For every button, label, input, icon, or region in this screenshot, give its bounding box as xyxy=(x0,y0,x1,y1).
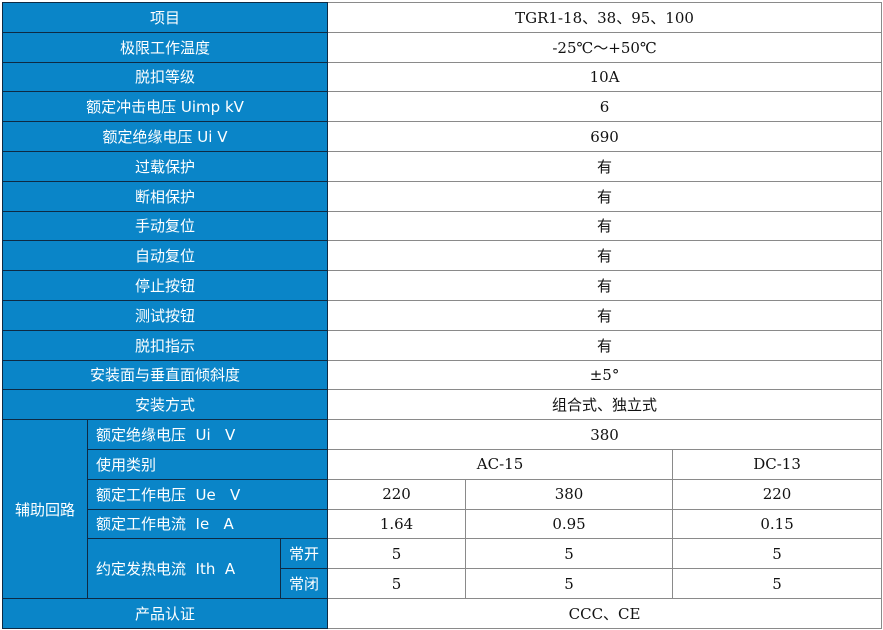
row-value: 1.64 xyxy=(327,508,467,540)
row-value: 10A xyxy=(327,61,883,93)
table-row: 额定绝缘电压 Ui V 690 xyxy=(1,121,883,152)
table-row: 项目 TGR1-18、38、95、100 xyxy=(1,2,883,33)
row-value: 6 xyxy=(327,91,883,123)
row-value: 组合式、独立式 xyxy=(327,389,883,421)
row-label: 额定绝缘电压 Ui V xyxy=(86,419,329,450)
row-value: 5 xyxy=(465,568,674,599)
row-value: 220 xyxy=(327,478,467,510)
row-value: 有 xyxy=(327,329,883,361)
row-label: 安装方式 xyxy=(1,389,329,421)
table-row: 极限工作温度 -25℃～+50℃ xyxy=(1,31,883,63)
table-row: 脱扣指示有 xyxy=(1,329,883,361)
row-label: 过载保护 xyxy=(1,150,329,182)
table-row: 常闭 5 5 5 xyxy=(3,568,883,599)
row-value: 有 xyxy=(327,299,883,331)
table-row: 约定发热电流 Ith A 常开 5 5 5 xyxy=(3,538,883,599)
table-row: 额定工作电压 Ue V 220 380 220 xyxy=(3,478,883,510)
aux-group-label: 辅助回路 xyxy=(2,419,88,599)
row-label: 使用类别 xyxy=(86,448,329,480)
table-row: 测试按钮有 xyxy=(1,299,883,331)
table-row: 安装方式 组合式、独立式 xyxy=(1,389,883,421)
table-row: 过载保护有 xyxy=(1,150,883,182)
table-row: 停止按钮有 xyxy=(1,270,883,301)
row-value: 380 xyxy=(327,419,883,450)
row-label: 额定冲击电压 Uimp kV xyxy=(1,91,329,123)
row-value: 有 xyxy=(327,240,883,272)
row-value: 5 xyxy=(672,538,883,570)
row-value: 有 xyxy=(327,150,883,182)
row-label: 自动复位 xyxy=(1,240,329,272)
row-label: 项目 xyxy=(1,2,329,33)
table-row: 产品认证 CCC、CE xyxy=(1,597,883,629)
table-row: 使用类别 AC-15 DC-13 xyxy=(3,448,883,480)
row-value: CCC、CE xyxy=(327,597,883,629)
row-label: 额定工作电流 Ie A xyxy=(86,508,329,540)
table-row: 自动复位有 xyxy=(1,240,883,272)
normally-closed-label: 常闭 xyxy=(279,568,329,599)
row-label: 极限工作温度 xyxy=(1,31,329,63)
row-value: 0.15 xyxy=(672,508,883,540)
row-label: 约定发热电流 Ith A xyxy=(87,538,281,599)
row-value: -25℃～+50℃ xyxy=(327,31,883,63)
category-ac: AC-15 xyxy=(327,448,674,480)
table-row: 手动复位有 xyxy=(1,210,883,242)
row-label: 产品认证 xyxy=(1,597,329,629)
row-label: 额定绝缘电压 Ui V xyxy=(1,121,329,152)
row-value: 690 xyxy=(327,121,883,152)
table-row: 辅助回路 额定绝缘电压 Ui V 380 xyxy=(2,419,883,599)
row-value: 5 xyxy=(327,568,467,599)
category-dc: DC-13 xyxy=(672,448,883,480)
row-value: 有 xyxy=(327,210,883,242)
row-label: 脱扣等级 xyxy=(1,61,329,93)
row-value: 0.95 xyxy=(465,508,674,540)
row-label: 脱扣指示 xyxy=(1,329,329,361)
row-value: 有 xyxy=(327,270,883,301)
normally-open-label: 常开 xyxy=(279,538,329,570)
row-label: 停止按钮 xyxy=(1,270,329,301)
table-row: 脱扣等级 10A xyxy=(1,61,883,93)
row-value: 5 xyxy=(465,538,674,570)
row-value: 5 xyxy=(327,538,467,570)
table-row: 额定工作电流 Ie A 1.64 0.95 0.15 xyxy=(3,508,883,540)
row-value: 380 xyxy=(465,478,674,510)
row-value: 220 xyxy=(672,478,883,510)
row-label: 断相保护 xyxy=(1,180,329,212)
table-row: 安装面与垂直面倾斜度 ±5° xyxy=(1,359,883,391)
row-label: 安装面与垂直面倾斜度 xyxy=(1,359,329,391)
row-label: 测试按钮 xyxy=(1,299,329,331)
row-value: TGR1-18、38、95、100 xyxy=(327,2,883,33)
row-label: 手动复位 xyxy=(1,210,329,242)
row-label: 额定工作电压 Ue V xyxy=(86,478,329,510)
table-row: 额定冲击电压 Uimp kV 6 xyxy=(1,91,883,123)
row-value: ±5° xyxy=(327,359,883,391)
table-row: 断相保护有 xyxy=(1,180,883,212)
row-value: 有 xyxy=(327,180,883,212)
row-value: 5 xyxy=(672,568,883,599)
